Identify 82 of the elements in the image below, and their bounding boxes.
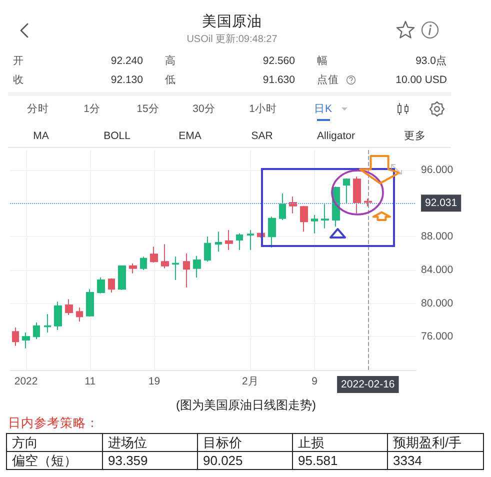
text: 91.630 [262, 74, 295, 86]
x-tick-label: 11 [84, 376, 96, 388]
candlestick [44, 314, 51, 333]
text: 分时 [27, 102, 49, 116]
candlestick [300, 205, 308, 232]
y-tick-label: 80.000 [421, 297, 454, 310]
candlestick [321, 204, 329, 229]
candlestick [353, 176, 361, 214]
text: 更多 [404, 130, 426, 142]
candlestick [129, 262, 137, 274]
candlestick [86, 288, 94, 318]
text: 收 [13, 74, 24, 86]
candlestick [311, 214, 318, 234]
y-tick-label: 96.000 [421, 164, 454, 176]
text: 1小时 [249, 102, 277, 116]
text: 92.560 [262, 54, 295, 68]
text: EMA [178, 130, 202, 142]
chart-title: 美国原油 [202, 14, 262, 32]
y-tick-label: 84.000 [421, 264, 454, 276]
candlestick [204, 236, 211, 262]
text: 方向 [6, 434, 102, 452]
text: 95.581 [292, 452, 388, 470]
text: 10.00 USD [396, 74, 447, 86]
text: 93.359 [102, 452, 198, 470]
y-tick-label: 76.000 [421, 330, 454, 343]
candlestick [161, 244, 169, 269]
x-tick-label: 2022-02-16 [341, 378, 395, 390]
candlestick [225, 230, 233, 250]
text: MA [33, 130, 49, 142]
ref-line-label: 92.031 [425, 197, 458, 210]
text: 90.025 [198, 452, 292, 470]
candlestick [364, 198, 372, 207]
candlestick [54, 301, 62, 330]
text: 日K [314, 102, 332, 116]
text: 93.0点 [416, 54, 447, 68]
text: 幅 [317, 54, 328, 68]
text: 偏空（短） [6, 452, 102, 470]
text: SAR [251, 130, 273, 142]
text: 预期盈利/手 [388, 434, 484, 452]
text: 30分 [192, 102, 216, 116]
text: BOLL [104, 130, 130, 142]
candlestick [236, 232, 243, 250]
candlestick [289, 196, 297, 214]
text: 15分 [136, 102, 160, 116]
candlestick [215, 231, 222, 252]
text: 92.240 [110, 54, 143, 68]
x-tick-label: 19 [148, 376, 160, 388]
text: Alligator [317, 130, 355, 142]
text: 止损 [292, 434, 388, 452]
text: 开 [13, 54, 24, 68]
text: 92.130 [110, 74, 143, 86]
candlestick [108, 278, 115, 293]
x-tick-label: 2月 [242, 376, 259, 388]
x-tick-label: 9 [312, 376, 318, 388]
text: 点值 [317, 74, 339, 86]
candlestick [172, 256, 179, 280]
text: 低 [165, 74, 176, 86]
candlestick [268, 216, 276, 248]
text: 1分 [84, 102, 100, 116]
candlestick [150, 246, 158, 263]
candlestick [247, 230, 254, 250]
candlestick [22, 332, 30, 349]
text: 日内参考策略： [8, 416, 99, 430]
text: 进场位 [102, 434, 198, 452]
text: (图为美国原油日线图走势) [176, 398, 316, 412]
text: 3334 [388, 452, 484, 470]
text: 高 [165, 54, 176, 68]
y-tick-label: 88.000 [421, 230, 454, 243]
candlestick [33, 322, 40, 340]
candlestick [76, 307, 83, 322]
candlestick [140, 256, 147, 270]
candlestick [118, 265, 126, 290]
candlestick [279, 192, 286, 220]
candlestick [97, 277, 105, 294]
chart-subtitle: USOil 更新:09:48:27 [186, 34, 278, 46]
candlestick [183, 252, 190, 288]
candlestick [193, 255, 201, 278]
candlestick [12, 327, 19, 346]
candlestick [65, 298, 73, 316]
x-tick-label: 2022 [14, 376, 38, 388]
text: 目标价 [198, 434, 292, 452]
candlestick [343, 178, 350, 204]
